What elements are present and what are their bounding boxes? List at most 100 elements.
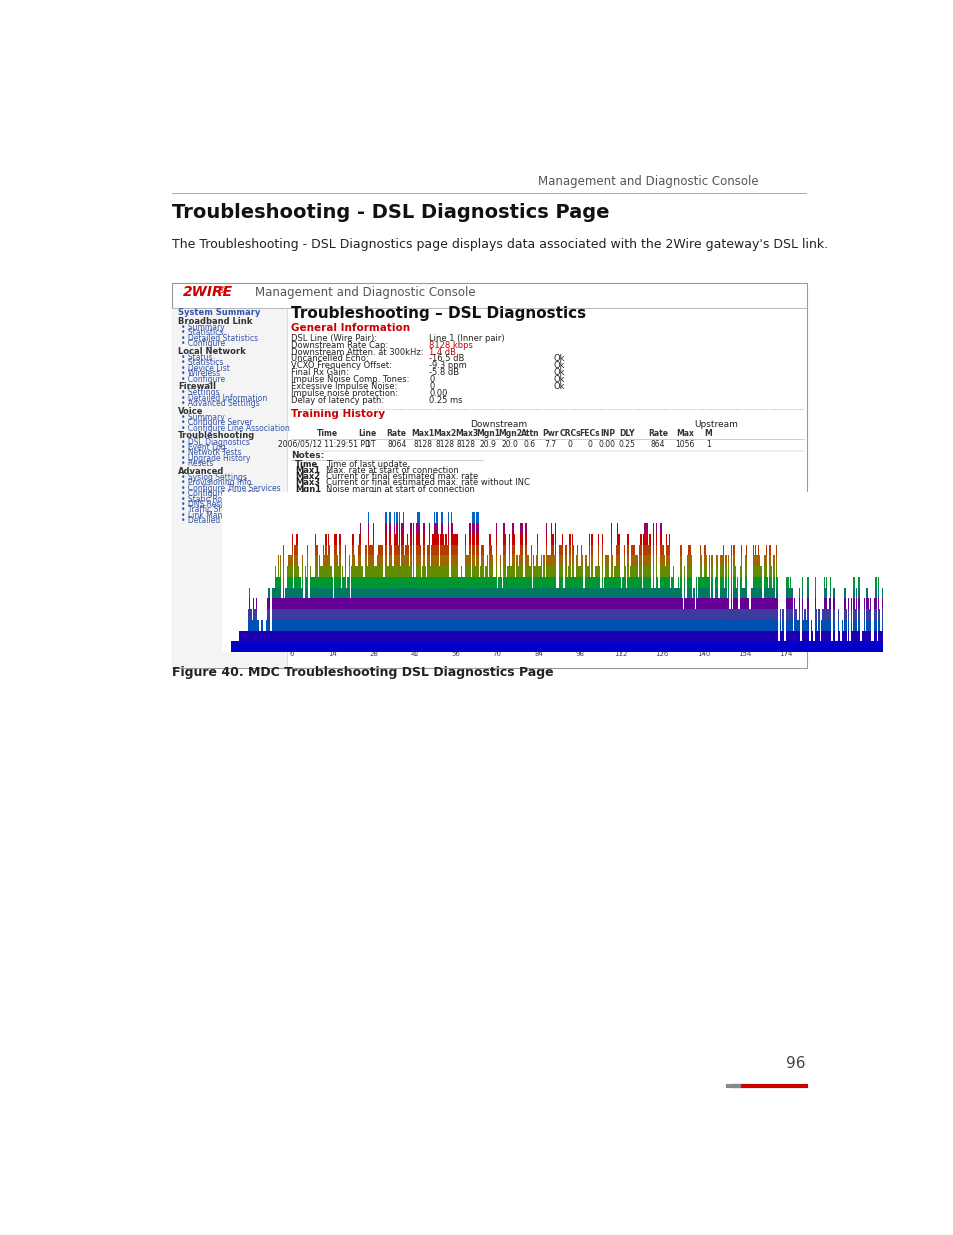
Text: Mgn1: Mgn1	[294, 484, 321, 494]
Text: Downstream Attten. at 300kHz:: Downstream Attten. at 300kHz:	[291, 347, 423, 357]
Text: Ok: Ok	[553, 354, 564, 363]
Text: INP: INP	[599, 430, 615, 438]
Text: 1.4 dB: 1.4 dB	[429, 347, 456, 357]
Text: 864: 864	[650, 440, 664, 450]
Text: 56: 56	[452, 651, 460, 657]
Text: 0.25: 0.25	[618, 440, 635, 450]
Text: • Upgrade History: • Upgrade History	[181, 453, 251, 463]
Text: • Summary: • Summary	[181, 412, 225, 422]
Text: DLY: DLY	[294, 496, 312, 506]
Text: 0.00: 0.00	[598, 440, 616, 450]
Text: Current or final noise margin: Current or final noise margin	[326, 490, 447, 500]
Text: 8128: 8128	[413, 440, 432, 450]
Text: Current or final estimated max. rate: Current or final estimated max. rate	[326, 472, 477, 482]
Text: Final Rx Gain:: Final Rx Gain:	[291, 368, 349, 378]
Text: Rate: Rate	[386, 430, 406, 438]
Text: 2006/05/12 11:29:51 PDT: 2006/05/12 11:29:51 PDT	[278, 440, 375, 450]
Text: Impulse Noise Comp. Tones:: Impulse Noise Comp. Tones:	[291, 375, 409, 384]
Text: Attn: Attn	[520, 430, 538, 438]
Text: 126: 126	[655, 651, 668, 657]
Text: • DSL Diagnostics: • DSL Diagnostics	[181, 437, 250, 447]
Text: -5.8 dB: -5.8 dB	[429, 368, 459, 378]
Text: 8064: 8064	[387, 440, 406, 450]
Text: • Detailed Log: • Detailed Log	[181, 516, 236, 525]
Text: Mgn2: Mgn2	[497, 430, 521, 438]
Text: Max1: Max1	[411, 430, 435, 438]
Text: 42: 42	[410, 651, 419, 657]
Text: • Status: • Status	[181, 353, 213, 362]
Text: 0: 0	[429, 382, 434, 391]
Text: • Wireless: • Wireless	[181, 369, 220, 378]
Text: • Configure Services: • Configure Services	[181, 489, 259, 498]
Text: VCXO Frequency Offset:: VCXO Frequency Offset:	[291, 362, 392, 370]
Text: 140: 140	[696, 651, 709, 657]
Text: 7.7: 7.7	[543, 440, 556, 450]
Text: FECs: FECs	[578, 430, 599, 438]
Text: • Settings: • Settings	[181, 388, 219, 398]
Text: Notes:: Notes:	[291, 451, 324, 459]
Text: 0: 0	[429, 375, 434, 384]
Text: Downstream: Downstream	[470, 420, 527, 429]
Text: 98: 98	[575, 651, 583, 657]
Text: • Device List: • Device List	[181, 364, 230, 373]
Text: 20.0: 20.0	[501, 440, 517, 450]
Text: Max. rate at start of connection: Max. rate at start of connection	[326, 466, 458, 475]
Text: • Event Log: • Event Log	[181, 443, 226, 452]
Text: DSL Line (Wire Pair):: DSL Line (Wire Pair):	[291, 333, 376, 342]
Text: 0: 0	[567, 440, 572, 450]
Text: • Configure Line Association: • Configure Line Association	[181, 424, 290, 432]
Text: • Traffic Shaping: • Traffic Shaping	[181, 505, 245, 515]
Text: • Configure Server: • Configure Server	[181, 419, 253, 427]
Text: Ok: Ok	[553, 368, 564, 378]
Text: Excessive Impulse Noise:: Excessive Impulse Noise:	[291, 382, 397, 391]
Text: Voice: Voice	[178, 406, 203, 416]
Text: Impulse noise protection:: Impulse noise protection:	[291, 389, 398, 398]
Text: Max: Max	[676, 430, 693, 438]
Text: 8128 kbps: 8128 kbps	[429, 341, 473, 350]
Text: Uncancelled Echo:: Uncancelled Echo:	[291, 354, 369, 363]
Text: Max3: Max3	[294, 478, 320, 488]
Text: Max1: Max1	[294, 466, 320, 475]
Text: Advanced: Advanced	[178, 467, 224, 475]
Text: 2WIRE: 2WIRE	[183, 285, 233, 299]
Text: 1: 1	[364, 440, 369, 450]
Text: 1: 1	[705, 440, 710, 450]
Text: Management and Diagnostic Console: Management and Diagnostic Console	[537, 175, 758, 188]
FancyBboxPatch shape	[172, 308, 286, 668]
Text: DLY: DLY	[618, 430, 634, 438]
Text: Ok: Ok	[553, 375, 564, 384]
Text: 28: 28	[369, 651, 377, 657]
Text: 70: 70	[493, 651, 501, 657]
Text: Downstream Rate Cap:: Downstream Rate Cap:	[291, 341, 388, 350]
Text: Time: Time	[294, 459, 318, 469]
Text: 0: 0	[289, 651, 294, 657]
Text: • Syslog Settings: • Syslog Settings	[181, 473, 247, 482]
Text: -9.3 ppm: -9.3 ppm	[429, 362, 467, 370]
Text: Delay of latency path: Delay of latency path	[326, 496, 416, 506]
Text: Ok: Ok	[553, 362, 564, 370]
Text: Ok: Ok	[553, 382, 564, 391]
Text: Max3: Max3	[455, 430, 477, 438]
Text: 154: 154	[738, 651, 751, 657]
Text: 0.6: 0.6	[523, 440, 536, 450]
Text: • Detailed Statistics: • Detailed Statistics	[181, 333, 258, 342]
Text: • Provisioning Info: • Provisioning Info	[181, 478, 252, 488]
Text: -16.5 dB: -16.5 dB	[429, 354, 464, 363]
Text: Max2: Max2	[433, 430, 456, 438]
Text: 20.9: 20.9	[479, 440, 497, 450]
Text: Max2: Max2	[294, 472, 320, 482]
Text: Training History: Training History	[291, 409, 385, 419]
Text: M: M	[703, 430, 711, 438]
Text: 96: 96	[785, 1056, 805, 1071]
Text: Management and Diagnostic Console: Management and Diagnostic Console	[254, 287, 475, 299]
Text: 174: 174	[779, 651, 792, 657]
Text: 0.25 ms: 0.25 ms	[429, 396, 462, 405]
Text: CRCs: CRCs	[558, 430, 580, 438]
Text: Rate: Rate	[647, 430, 667, 438]
Text: ®: ®	[218, 287, 226, 295]
Text: • Advanced Settings: • Advanced Settings	[181, 399, 259, 408]
Text: • DNS Resolver: • DNS Resolver	[181, 500, 239, 509]
Text: Pwr: Pwr	[541, 430, 558, 438]
Text: 8128: 8128	[456, 440, 476, 450]
Text: Local Network: Local Network	[178, 347, 246, 356]
